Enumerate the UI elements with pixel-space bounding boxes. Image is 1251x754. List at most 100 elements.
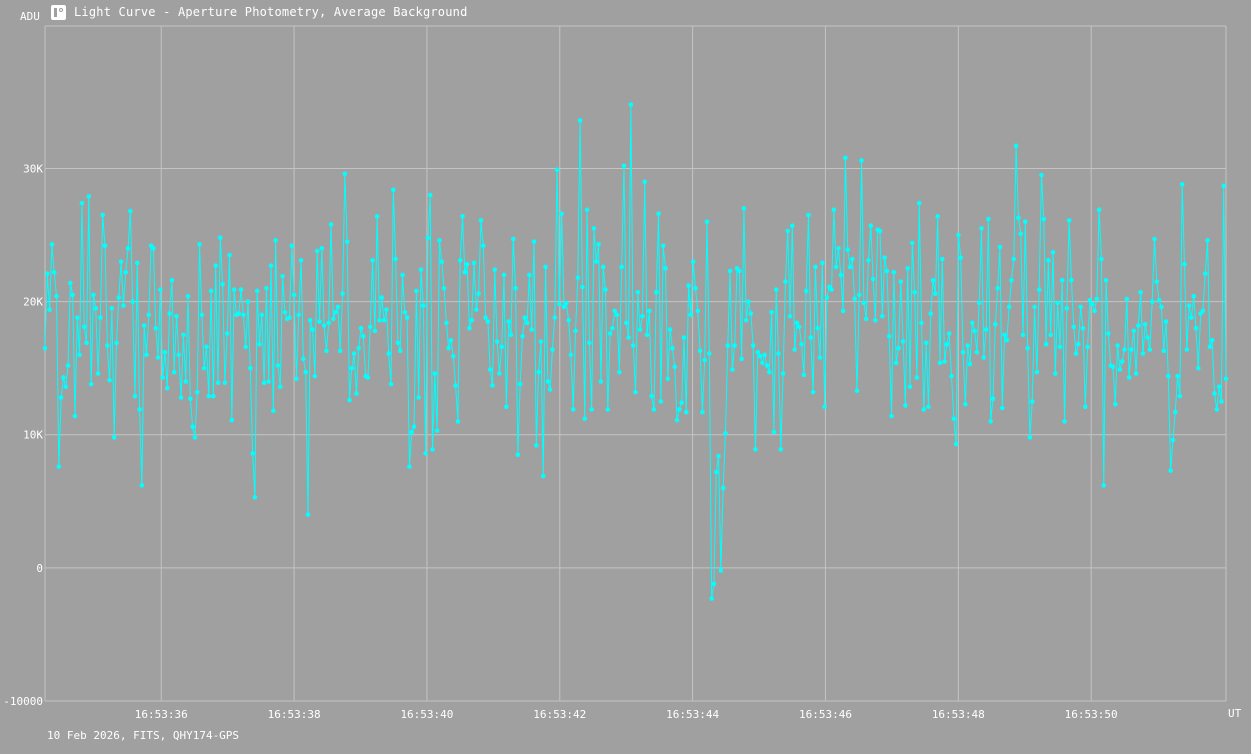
data-point [914, 375, 920, 380]
data-point [725, 343, 731, 348]
data-point [1055, 300, 1060, 306]
data-point [388, 381, 394, 387]
data-point [711, 581, 717, 587]
data-point [1161, 348, 1167, 354]
data-point [898, 279, 904, 284]
x-axis-label: UT [1228, 707, 1242, 720]
data-point [866, 258, 871, 263]
data-point [564, 300, 569, 306]
data-point [829, 287, 834, 292]
data-point [778, 447, 784, 452]
footer-info: 10 Feb 2026, FITS, QHY174-GPS [47, 729, 240, 742]
series-points [42, 102, 1229, 601]
data-point [907, 384, 913, 390]
data-point [813, 264, 818, 270]
data-point [939, 256, 945, 262]
data-point [45, 271, 50, 276]
y-tick-label: 30K [23, 162, 43, 175]
data-point [444, 320, 449, 326]
data-point [333, 309, 338, 315]
data-point [859, 158, 864, 163]
data-point [1136, 323, 1141, 328]
data-point [633, 389, 638, 395]
data-point [903, 403, 908, 408]
data-point [596, 242, 601, 247]
data-point [647, 308, 652, 314]
data-point [755, 349, 761, 355]
data-point [660, 243, 666, 248]
data-point [769, 309, 774, 315]
data-point [144, 352, 149, 358]
data-point [439, 259, 445, 264]
data-point [1057, 344, 1063, 350]
data-point [227, 252, 232, 258]
data-point [492, 267, 498, 272]
data-point [162, 349, 168, 355]
data-point [54, 293, 59, 299]
data-point [474, 307, 479, 312]
data-point [1191, 293, 1197, 299]
data-point [850, 256, 855, 262]
data-point [287, 315, 292, 320]
data-point [109, 305, 115, 311]
data-point [1023, 219, 1028, 225]
data-point [916, 200, 922, 206]
data-point [116, 295, 122, 300]
data-point [204, 344, 209, 350]
data-point [291, 292, 297, 298]
light-curve-app-icon[interactable] [51, 4, 66, 20]
data-point [250, 451, 255, 456]
data-point [1145, 335, 1150, 340]
data-point [910, 240, 915, 246]
data-point [1073, 351, 1079, 356]
data-point [328, 222, 334, 227]
data-point [580, 284, 585, 290]
data-point [677, 407, 682, 412]
data-point [619, 264, 624, 270]
data-point [776, 351, 781, 356]
data-point [762, 352, 767, 358]
data-point [358, 325, 364, 331]
data-point [995, 285, 1000, 291]
data-point [257, 341, 262, 347]
data-point [953, 441, 959, 447]
data-point [1147, 347, 1153, 352]
data-point [1020, 332, 1026, 338]
data-point [379, 295, 385, 300]
data-point [707, 351, 712, 356]
data-point [236, 311, 242, 316]
data-point [944, 341, 950, 347]
data-point [695, 308, 701, 314]
data-point [317, 319, 322, 324]
data-point [794, 320, 800, 326]
data-point [169, 277, 175, 283]
data-point [448, 337, 454, 343]
data-point [1219, 399, 1224, 404]
data-point [893, 360, 899, 366]
data-point [723, 431, 728, 436]
data-point [259, 312, 265, 318]
data-point [882, 255, 887, 260]
data-point [437, 238, 442, 243]
data-point [420, 303, 426, 308]
data-point [1200, 308, 1206, 314]
data-point [785, 228, 791, 234]
data-point [999, 405, 1005, 411]
data-point [792, 347, 797, 352]
data-point [453, 383, 458, 388]
data-point [74, 315, 80, 320]
data-point [411, 424, 417, 430]
data-point [963, 401, 968, 407]
data-point [640, 313, 645, 319]
data-point [642, 179, 648, 185]
data-point [960, 349, 966, 355]
data-point [921, 407, 927, 412]
data-point [1131, 328, 1137, 334]
data-point [727, 268, 733, 274]
data-point [88, 381, 94, 387]
data-point [494, 339, 500, 344]
data-point [47, 307, 52, 312]
window-title: Light Curve - Aperture Photometry, Avera… [74, 5, 468, 19]
data-point [905, 266, 910, 271]
